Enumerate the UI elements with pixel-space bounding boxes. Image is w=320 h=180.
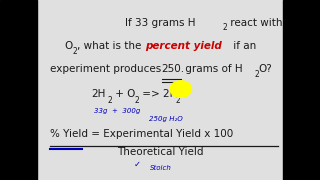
Text: Stoich: Stoich: [150, 165, 172, 171]
Text: grams of H: grams of H: [182, 64, 242, 74]
Text: , what is the: , what is the: [77, 41, 144, 51]
Text: experiment produces: experiment produces: [50, 64, 164, 74]
Text: O?: O?: [259, 64, 272, 74]
Ellipse shape: [170, 81, 192, 97]
Text: Theoretical Yield: Theoretical Yield: [117, 147, 203, 157]
Text: 250g H₂O: 250g H₂O: [149, 116, 182, 122]
Text: if an: if an: [230, 41, 256, 51]
Text: 33g  +  300g: 33g + 300g: [94, 108, 141, 114]
Text: react with 300. grams of: react with 300. grams of: [227, 17, 320, 28]
Text: 2: 2: [134, 96, 139, 105]
Text: O: O: [64, 41, 72, 51]
Text: => 2H: => 2H: [139, 89, 177, 99]
Text: O: O: [179, 89, 188, 99]
Text: 2: 2: [254, 70, 259, 79]
Text: % Yield = Experimental Yield x 100: % Yield = Experimental Yield x 100: [50, 129, 233, 139]
Text: 2: 2: [107, 96, 112, 105]
Text: 2H: 2H: [91, 89, 106, 99]
Text: If 33 grams H: If 33 grams H: [125, 17, 195, 28]
Text: 2: 2: [73, 47, 78, 56]
Text: + O: + O: [112, 89, 135, 99]
Text: 2: 2: [222, 23, 227, 32]
Bar: [283, 0, 320, 180]
Text: 2: 2: [175, 96, 180, 105]
Text: ✓: ✓: [134, 160, 141, 169]
Text: 250.: 250.: [162, 64, 185, 74]
Bar: [0, 0, 37, 180]
Text: percent yield: percent yield: [145, 41, 221, 51]
